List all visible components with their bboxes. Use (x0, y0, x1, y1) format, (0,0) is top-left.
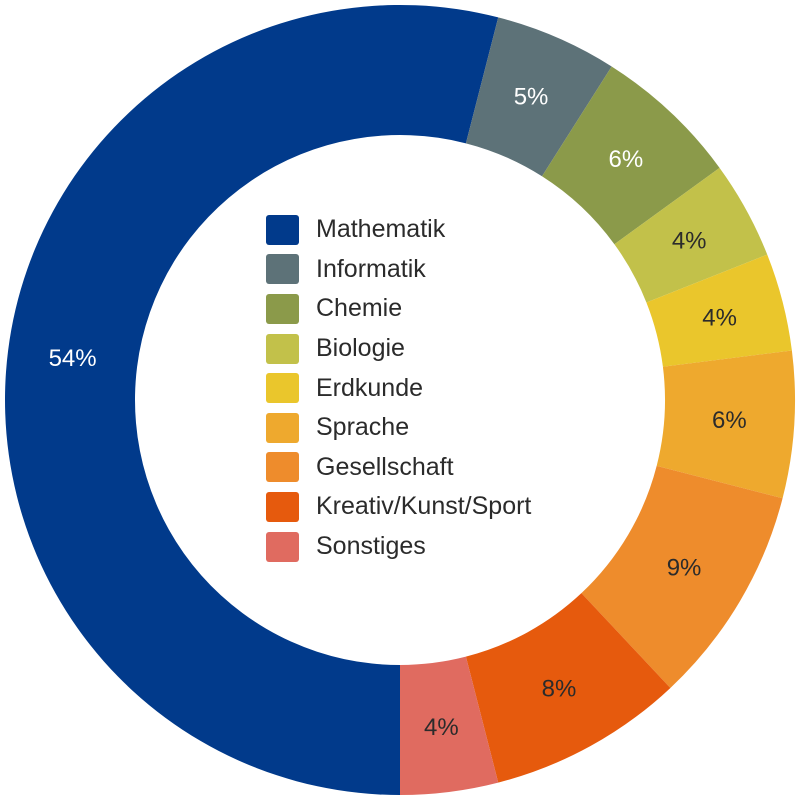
slice-label: 5% (514, 84, 549, 111)
legend-swatch (266, 452, 299, 483)
slice-labels-group: 54% 5% 6% 4% 4% 6% 9% 8% 4% (49, 84, 747, 741)
legend-label: Gesellschaft (316, 452, 454, 481)
slice-label: 8% (542, 676, 577, 703)
slice-biologie (614, 167, 768, 303)
slice-label: 4% (702, 304, 737, 331)
legend-swatch (266, 214, 299, 245)
legend-label: Kreativ/Kunst/Sport (316, 492, 532, 521)
legend-item-biologie: Biologie (266, 329, 531, 369)
slice-label: 6% (609, 146, 644, 173)
legend-swatch (266, 491, 299, 522)
legend-label: Erdkunde (316, 373, 424, 402)
legend-item-mathematik: Mathematik (266, 210, 531, 250)
slice-chemie (541, 66, 720, 245)
legend-item-sprache: Sprache (266, 408, 531, 448)
legend-item-erdkunde: Erdkunde (266, 368, 531, 408)
legend-swatch (266, 531, 299, 562)
legend-item-chemie: Chemie (266, 289, 531, 329)
legend-label: Chemie (316, 294, 403, 323)
legend-item-gesellschaft: Gesellschaft (266, 448, 531, 488)
legend-swatch (266, 333, 299, 364)
legend-item-informatik: Informatik (266, 250, 531, 290)
legend-swatch (266, 412, 299, 443)
slice-gesellschaft (581, 465, 783, 688)
slice-sprache (656, 350, 795, 499)
legend-swatch (266, 373, 299, 404)
legend-label: Sprache (316, 413, 410, 442)
legend-swatch (266, 254, 299, 285)
legend-label: Sonstiges (316, 532, 426, 561)
legend-label: Informatik (316, 254, 426, 283)
slice-mathematik (5, 5, 499, 795)
slice-erdkunde (646, 254, 792, 367)
slice-label: 9% (667, 554, 702, 581)
legend-item-kreativ-kunst-sport: Kreativ/Kunst/Sport (266, 487, 531, 527)
slice-sonstiges (400, 656, 499, 795)
legend-label: Biologie (316, 334, 405, 363)
slices-group (5, 5, 795, 795)
slice-label: 4% (672, 228, 707, 255)
slice-label: 6% (712, 407, 747, 434)
slice-label: 54% (49, 345, 97, 372)
slice-label: 4% (424, 714, 459, 741)
legend-swatch (266, 293, 299, 324)
slice-informatik (465, 17, 612, 177)
legend-label: Mathematik (316, 215, 446, 244)
legend: Mathematik Informatik Chemie Biologie Er… (266, 210, 531, 566)
slice-kreativ-kunst-sport (465, 593, 671, 783)
legend-item-sonstiges: Sonstiges (266, 527, 531, 567)
